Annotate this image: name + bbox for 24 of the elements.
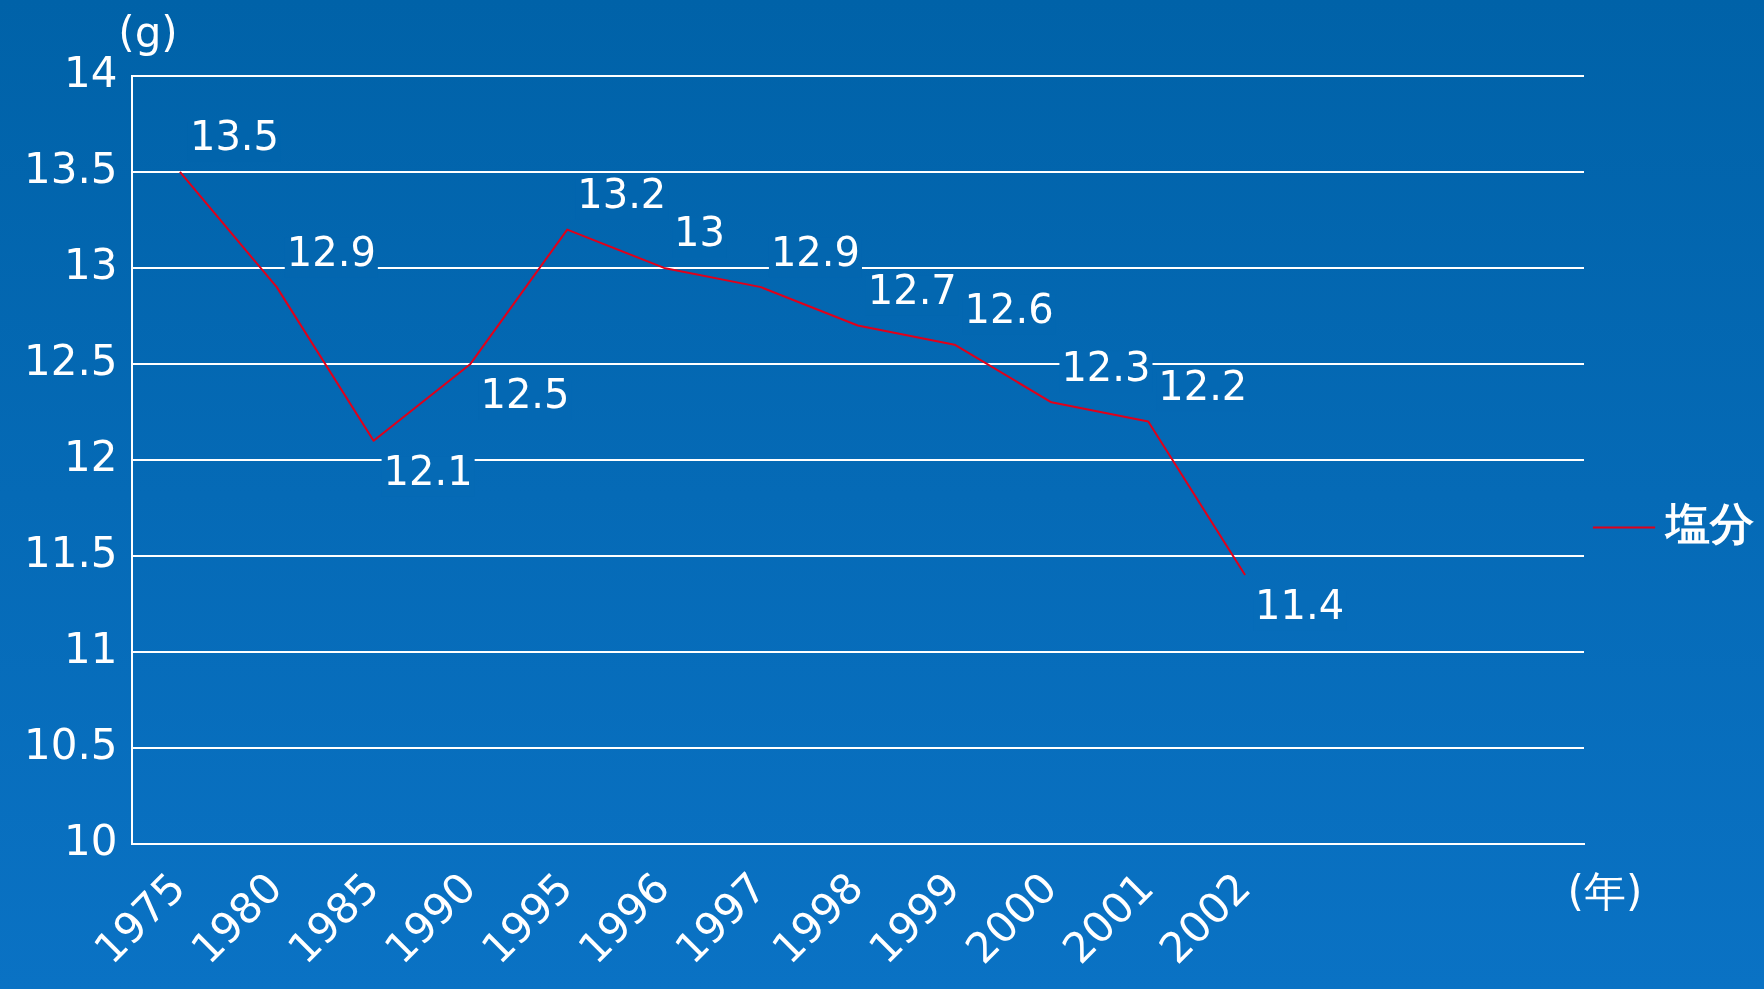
y-tick-label: 10.5: [24, 719, 118, 769]
y-tick-label: 12: [64, 431, 118, 481]
y-tick-label: 14: [64, 47, 118, 97]
data-label: 12.3: [1061, 343, 1151, 390]
data-label: 12.7: [867, 266, 957, 313]
data-label: 12.9: [286, 228, 376, 275]
y-tick-label: 11: [64, 623, 118, 673]
y-tick-label: 11.5: [24, 527, 118, 577]
x-axis-title: (年): [1567, 866, 1643, 916]
data-label: 12.5: [480, 371, 570, 418]
legend-label: 塩分: [1664, 497, 1754, 549]
data-label: 12.9: [770, 228, 860, 275]
data-label: 12.6: [964, 286, 1054, 333]
data-label: 13.5: [189, 113, 279, 160]
y-tick-label: 10: [64, 815, 118, 865]
y-tick-label: 13: [64, 239, 118, 289]
data-label: 13: [674, 209, 725, 256]
y-axis-title: (g): [118, 7, 178, 57]
y-tick-label: 13.5: [24, 143, 118, 193]
data-label: 12.2: [1158, 362, 1248, 409]
y-tick-label: 12.5: [24, 335, 118, 385]
data-label: 12.1: [383, 448, 473, 495]
data-label: 13.2: [577, 170, 667, 217]
data-label: 11.4: [1255, 582, 1345, 629]
